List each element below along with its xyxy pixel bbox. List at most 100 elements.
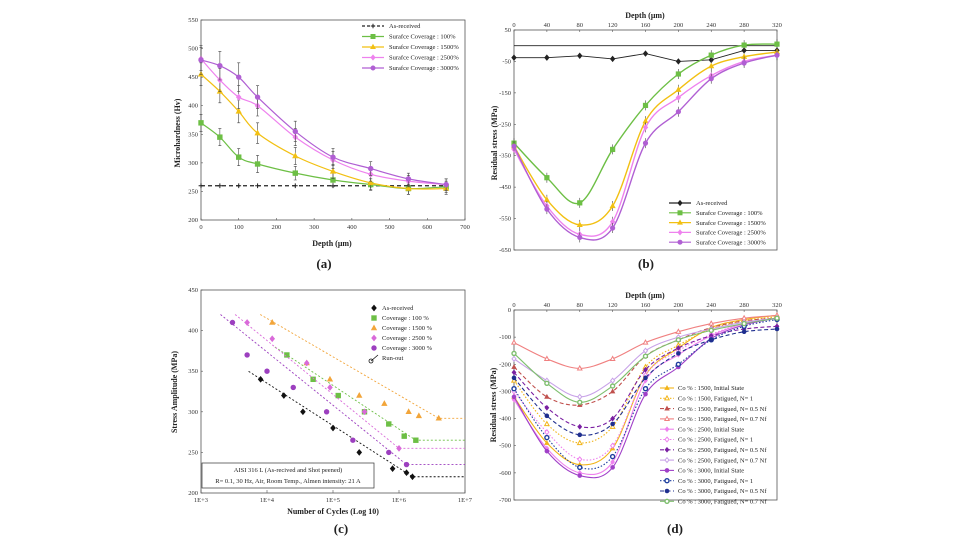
data-point bbox=[577, 52, 583, 60]
data-point bbox=[356, 449, 363, 456]
data-point bbox=[511, 369, 517, 376]
legend-label: Surafce Coverage : 3000% bbox=[696, 239, 766, 246]
data-point bbox=[511, 355, 517, 363]
data-point bbox=[405, 176, 412, 182]
data-point bbox=[330, 424, 336, 432]
y-tick-label: 50 bbox=[505, 27, 512, 34]
legend-label: As-received bbox=[382, 305, 414, 312]
trend-line-1 bbox=[274, 346, 465, 441]
data-point bbox=[576, 364, 583, 371]
data-point bbox=[675, 86, 682, 92]
data-point bbox=[198, 57, 204, 63]
runout-marker bbox=[368, 358, 374, 364]
legend-label: Co % : 2500, Fatigued, N= 0.5 Nf bbox=[678, 447, 767, 454]
data-point bbox=[544, 175, 550, 181]
data-point bbox=[235, 93, 242, 101]
legend-label: Co % : 2500, Fatigued, N= 1 bbox=[678, 437, 753, 444]
data-point bbox=[610, 459, 616, 465]
data-point bbox=[544, 393, 550, 399]
x-tick-label: 1E+6 bbox=[392, 497, 407, 504]
data-point bbox=[544, 413, 550, 419]
legend-label: Surafce Coverage : 1500% bbox=[389, 44, 459, 51]
legend-marker bbox=[664, 456, 670, 464]
panel-d: 0 40 80 120 160 200 240 280 320 0 -100 -200 -300 -400… bbox=[499, 302, 782, 506]
data-point bbox=[543, 355, 550, 361]
y-tick-label: -250 bbox=[499, 121, 511, 128]
data-point bbox=[356, 392, 363, 398]
data-point bbox=[577, 234, 583, 241]
data-point bbox=[361, 408, 368, 416]
data-point bbox=[254, 161, 261, 167]
data-point bbox=[235, 107, 242, 114]
y-tick-label: 450 bbox=[188, 287, 198, 294]
xlabel-d: Depth (μm) bbox=[625, 291, 665, 300]
data-point bbox=[610, 415, 616, 422]
legend-marker bbox=[664, 436, 670, 443]
ylabel-c: Stress Amplitude (MPa) bbox=[170, 351, 179, 433]
x-tick-label: 0 bbox=[199, 224, 202, 231]
legend-label: Surafce Coverage : 2500% bbox=[696, 230, 766, 237]
data-point bbox=[290, 384, 296, 391]
data-point bbox=[544, 54, 550, 61]
data-point bbox=[774, 315, 780, 321]
data-point bbox=[642, 347, 649, 354]
x-tick-label: 1E+5 bbox=[326, 497, 340, 504]
data-point bbox=[264, 368, 270, 374]
data-point bbox=[511, 350, 517, 357]
data-point bbox=[577, 432, 583, 438]
legend-marker bbox=[664, 468, 670, 473]
data-point bbox=[609, 202, 616, 209]
legend-marker bbox=[677, 219, 683, 225]
y-tick-label: -400 bbox=[499, 416, 511, 423]
x-tick-label: 700 bbox=[460, 224, 470, 231]
legend-label: Coverage : 100 % bbox=[382, 315, 429, 322]
legend-marker bbox=[370, 54, 376, 61]
legend-marker bbox=[677, 210, 683, 216]
data-point bbox=[198, 183, 204, 189]
data-point bbox=[403, 461, 410, 468]
y-tick-label: 200 bbox=[188, 217, 198, 224]
data-point bbox=[269, 335, 276, 343]
legend-label: Co % : 2500, Fatigued, N= 0.7 Nf bbox=[678, 457, 767, 464]
y-tick-label: -550 bbox=[499, 216, 511, 223]
x-tick-label: 280 bbox=[739, 22, 749, 29]
series-line-9 bbox=[513, 318, 778, 470]
data-point bbox=[609, 442, 616, 449]
data-point bbox=[774, 41, 780, 47]
data-point bbox=[292, 170, 298, 176]
data-point bbox=[257, 375, 264, 383]
data-point bbox=[244, 352, 250, 358]
x-tick-label: 160 bbox=[641, 22, 651, 29]
legend-marker bbox=[371, 315, 377, 321]
annotation-line-2: R= 0.1, 30 Hz, Air, Room Temp., Almen in… bbox=[215, 478, 361, 485]
data-point bbox=[642, 124, 649, 131]
legend-marker bbox=[370, 23, 376, 29]
y-tick-label: 200 bbox=[188, 490, 198, 497]
data-point bbox=[610, 465, 615, 470]
data-point bbox=[217, 134, 223, 140]
data-point bbox=[236, 154, 242, 160]
data-point bbox=[577, 456, 583, 463]
trend-line-0 bbox=[248, 370, 465, 478]
ylabel-a: Microhardness (Hv) bbox=[173, 98, 182, 167]
data-point bbox=[413, 437, 419, 443]
data-point bbox=[675, 328, 682, 334]
data-point bbox=[435, 414, 442, 421]
legend-marker bbox=[370, 324, 378, 331]
y-tick-label: 350 bbox=[188, 131, 198, 138]
data-point bbox=[544, 206, 550, 212]
x-tick-label: 0 bbox=[512, 302, 515, 309]
data-point bbox=[708, 52, 714, 58]
data-point bbox=[576, 221, 583, 227]
y-tick-label: 300 bbox=[188, 409, 198, 416]
x-tick-label: 100 bbox=[234, 224, 244, 231]
data-point bbox=[327, 384, 333, 391]
x-tick-label: 80 bbox=[577, 22, 584, 29]
runout-label: Run-out bbox=[382, 355, 404, 362]
data-point bbox=[708, 320, 715, 326]
legend-label: Co % : 3000, Fatigued, N= 0.5 Nf bbox=[678, 488, 767, 495]
legend-label: As-received bbox=[696, 200, 728, 207]
panel-label-d: (d) bbox=[667, 521, 683, 536]
data-point bbox=[642, 339, 649, 345]
y-tick-label: -450 bbox=[499, 184, 511, 191]
